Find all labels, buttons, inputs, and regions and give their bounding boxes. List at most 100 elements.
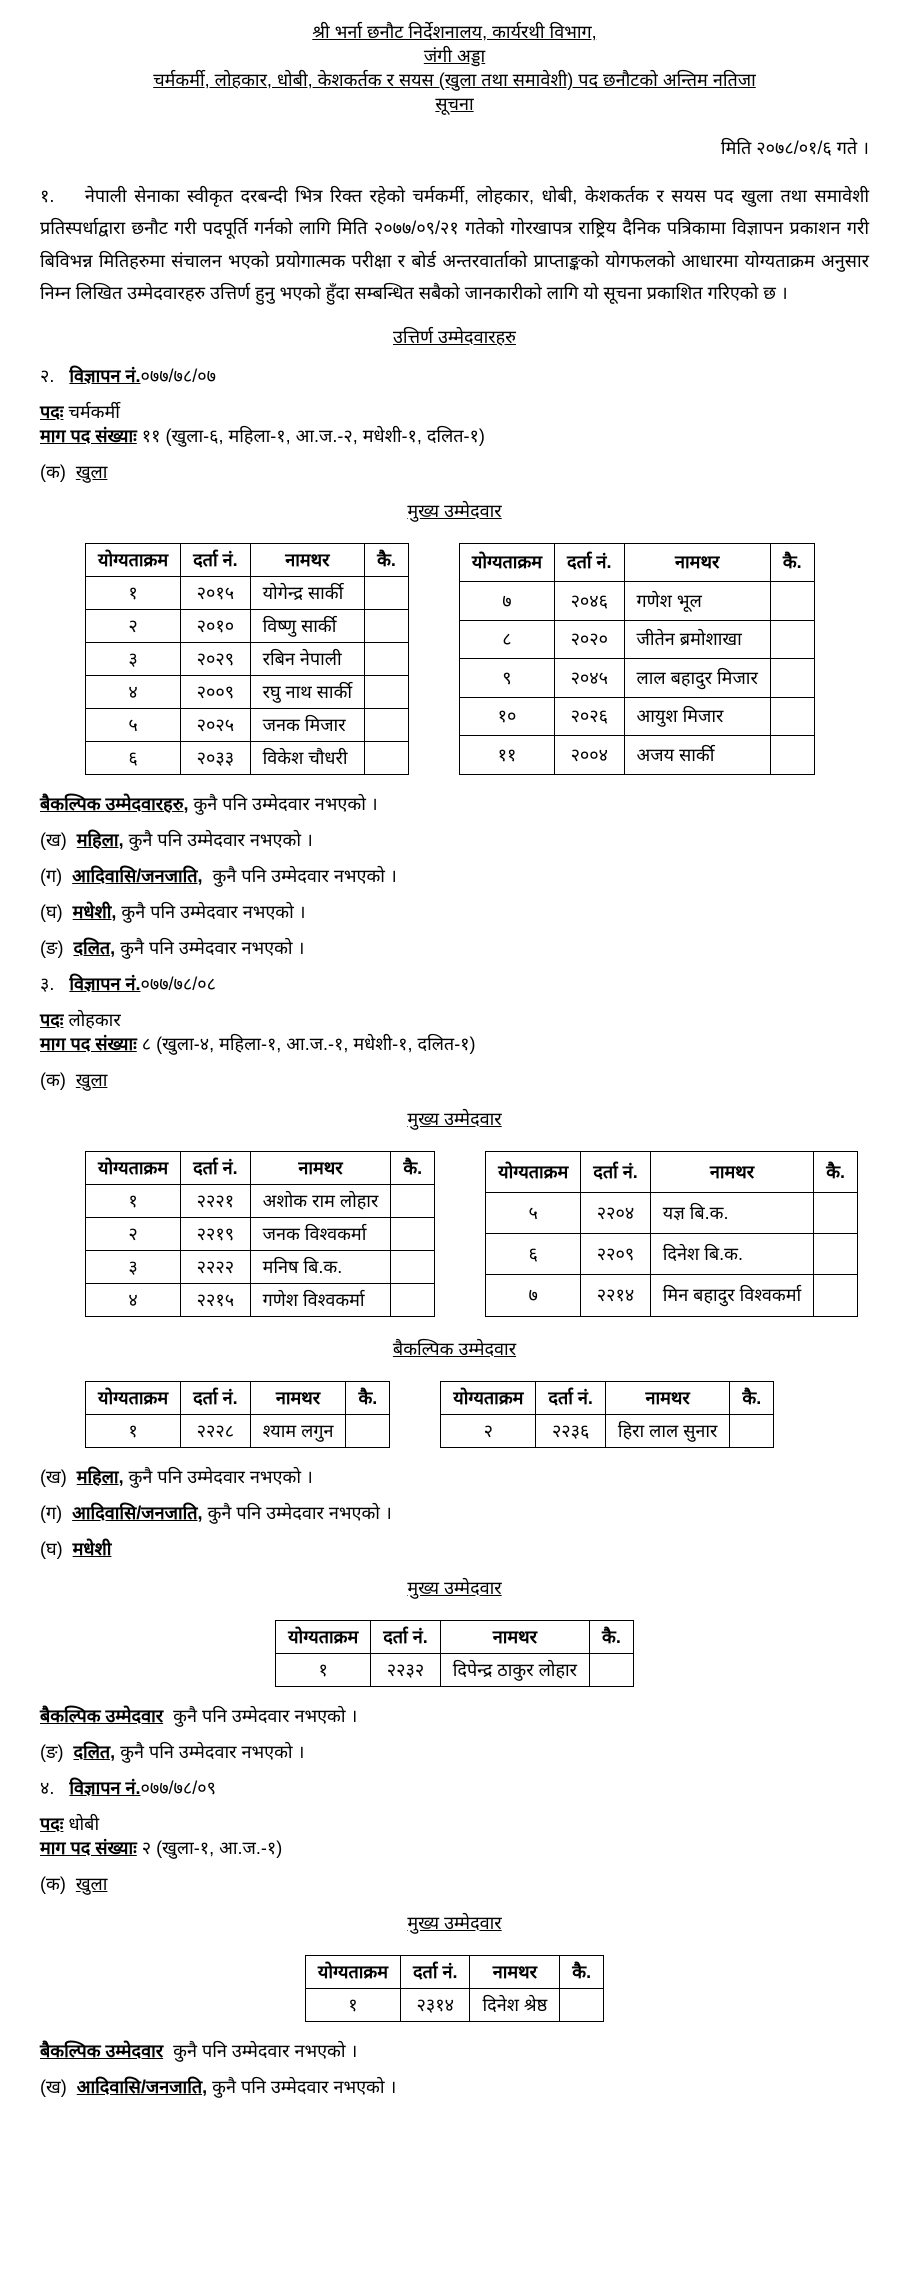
cell-rank: १० <box>459 697 554 736</box>
section3-table-right: योग्यताक्रमदर्ता नं.नामथरकै. ५२२०४यज्ञ ब… <box>485 1151 858 1317</box>
main-heading: मुख्य उम्मेदवार <box>40 499 869 523</box>
cell-name: आयुश मिजार <box>624 697 770 736</box>
cell-rank: ४ <box>86 1283 181 1316</box>
cell-reg: २०२५ <box>181 708 250 741</box>
cell-k <box>365 609 409 642</box>
cell-k <box>814 1234 858 1275</box>
cell-name: जनक विश्वकर्मा <box>250 1217 391 1250</box>
section-3: ३. विज्ञापन नं.०७७/७८/०८ पदः लोहकार माग … <box>40 972 869 1764</box>
cell-reg: २००९ <box>181 675 250 708</box>
cell-reg: २०२० <box>555 620 624 659</box>
cell-name: रघु नाथ सार्की <box>250 675 364 708</box>
cell-rank: ७ <box>486 1275 581 1316</box>
none: कुनै पनि उम्मेदवार नभएको । <box>121 902 305 922</box>
cell-name: जनक मिजार <box>250 708 364 741</box>
cell-rank: ९ <box>459 659 554 698</box>
none: कुनै पनि उम्मेदवार नभएको । <box>129 1467 313 1487</box>
th-name: नामथर <box>250 543 364 576</box>
table-row: १०२०२६आयुश मिजार <box>459 697 814 736</box>
section3-madhesi-table: योग्यताक्रमदर्ता नं.नामथरकै. १२२३२दिपेन्… <box>275 1620 634 1687</box>
none: कुनै पनि उम्मेदवार नभएको । <box>173 1706 357 1726</box>
th-k: कै. <box>365 543 409 576</box>
cell-name: श्याम लगुन <box>250 1414 346 1447</box>
table-row: ८२०२०जीतेन ब्रमोशाखा <box>459 620 814 659</box>
cell-k <box>365 642 409 675</box>
main-heading: मुख्य उम्मेदवार <box>40 1911 869 1935</box>
adv-num: ०७७/७८/०८ <box>140 974 216 994</box>
khula: खुला <box>76 1874 108 1894</box>
passed-heading: उत्तिर्ण उम्मेदवारहरु <box>40 325 869 349</box>
count: २ (खुला-१, आ.ज.-१) <box>142 1838 282 1858</box>
dalit: दलित, <box>73 938 115 958</box>
cell-reg: २०१० <box>181 609 250 642</box>
cell-k <box>365 576 409 609</box>
cell-reg: २०२६ <box>555 697 624 736</box>
th-rank: योग्यताक्रम <box>86 543 181 576</box>
cell-k <box>391 1217 435 1250</box>
th-reg: दर्ता नं. <box>181 1381 250 1414</box>
table-row: ६२२०९दिनेश बि.क. <box>486 1234 858 1275</box>
section-4: ४. विज्ञापन नं.०७७/७८/०९ पदः धोबी माग पद… <box>40 1776 869 2099</box>
th-k: कै. <box>590 1620 634 1653</box>
main-heading-madhesi: मुख्य उम्मेदवार <box>40 1576 869 1600</box>
none: कुनै पनि उम्मेदवार नभएको । <box>173 2041 357 2061</box>
post: लोहकार <box>68 1010 120 1030</box>
table-row: १२२२१अशोक राम लोहार <box>86 1184 435 1217</box>
cell-reg: २०३३ <box>181 741 250 774</box>
th-reg: दर्ता नं. <box>536 1381 605 1414</box>
section2-table-right: योग्यताक्रमदर्ता नं.नामथरकै. ७२०४६गणेश भ… <box>459 543 815 775</box>
th-reg: दर्ता नं. <box>555 543 624 582</box>
date: मिति २०७८/०१/६ गते । <box>40 136 869 160</box>
cell-name: गणेश भूल <box>624 582 770 621</box>
cell-rank: ४ <box>86 675 181 708</box>
alt-label: बैकल्पिक उम्मेदवार <box>40 2041 163 2061</box>
cell-reg: २२१९ <box>181 1217 250 1250</box>
cell-k <box>365 708 409 741</box>
kha: (ख) <box>40 2077 67 2097</box>
cell-rank: ६ <box>86 741 181 774</box>
adv-label: विज्ञापन नं. <box>69 366 140 386</box>
nga: (ङ) <box>40 1742 63 1762</box>
cell-name: अशोक राम लोहार <box>250 1184 391 1217</box>
mahila: महिला, <box>77 830 124 850</box>
post-label: पदः <box>40 402 63 422</box>
cell-reg: २०१५ <box>181 576 250 609</box>
table-row: २२२१९जनक विश्वकर्मा <box>86 1217 435 1250</box>
cell-name: विकेश चौधरी <box>250 741 364 774</box>
none: कुनै पनि उम्मेदवार नभएको । <box>120 938 304 958</box>
none: कुनै पनि उम्मेदवार नभएको । <box>129 830 313 850</box>
cell-rank: ५ <box>486 1192 581 1233</box>
ga: (ग) <box>40 1503 62 1523</box>
section-num: २. <box>40 366 54 386</box>
cell-name: योगेन्द्र सार्की <box>250 576 364 609</box>
table-row: १२०१५योगेन्द्र सार्की <box>86 576 409 609</box>
alt-label: बैकल्पिक उम्मेदवार <box>40 1706 163 1726</box>
cell-rank: २ <box>86 609 181 642</box>
cell-reg: २०४६ <box>555 582 624 621</box>
cell-reg: २२०९ <box>581 1234 650 1275</box>
cell-k <box>770 736 814 775</box>
section3-table-left: योग्यताक्रमदर्ता नं.नामथरकै. १२२२१अशोक र… <box>85 1151 435 1317</box>
cell-rank: १ <box>86 1414 181 1447</box>
cell-k <box>365 675 409 708</box>
cell-reg: २२३६ <box>536 1414 605 1447</box>
count: ११ (खुला-६, महिला-१, आ.ज.-२, मधेशी-१, दल… <box>142 426 485 446</box>
cell-k <box>770 697 814 736</box>
cell-reg: २२३२ <box>371 1653 440 1686</box>
ga: (ग) <box>40 866 62 886</box>
cell-reg: २२२८ <box>181 1414 250 1447</box>
th-rank: योग्यताक्रम <box>276 1620 371 1653</box>
count-label: माग पद संख्याः <box>40 1034 137 1054</box>
adv-num: ०७७/७८/०९ <box>140 1778 216 1798</box>
cell-k <box>560 1988 604 2021</box>
cell-k <box>346 1414 390 1447</box>
khula: खुला <box>76 462 108 482</box>
header-line-3: चर्मकर्मी, लोहकार, धोबी, केशकर्तक र सयस … <box>153 70 756 90</box>
mahila: महिला, <box>77 1467 124 1487</box>
cell-reg: २०२९ <box>181 642 250 675</box>
post: धोबी <box>68 1814 99 1834</box>
cell-name: रबिन नेपाली <box>250 642 364 675</box>
cell-reg: २२२१ <box>181 1184 250 1217</box>
cell-rank: २ <box>441 1414 536 1447</box>
cell-reg: २३१४ <box>401 1988 470 2021</box>
